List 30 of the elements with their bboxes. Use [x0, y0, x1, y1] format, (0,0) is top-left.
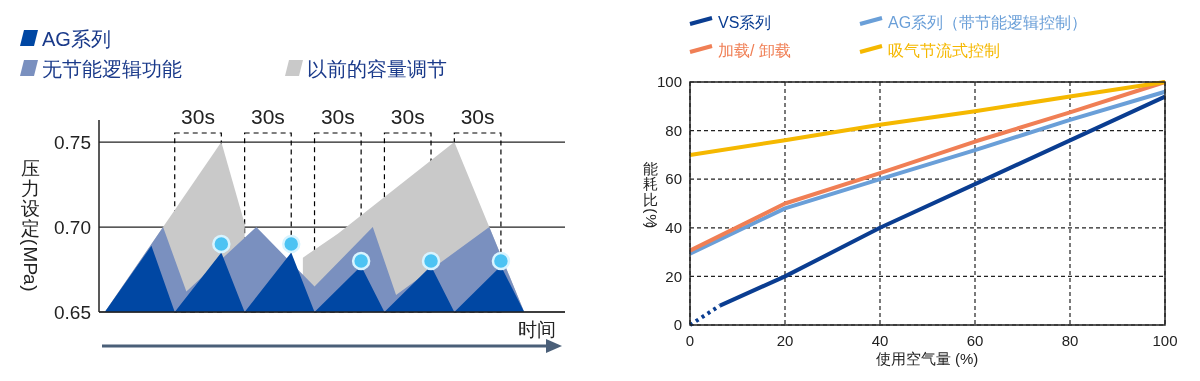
- y-tick-label: 100: [656, 73, 682, 91]
- x-tick-label: 100: [1152, 332, 1178, 349]
- x-axis-title: 时间: [518, 319, 556, 340]
- y-tick-label: 40: [665, 219, 682, 237]
- annotation: 30s: [460, 105, 495, 128]
- y-tick-label: 80: [665, 121, 682, 139]
- legend-label: 加载/ 卸载: [718, 42, 791, 59]
- annotation: 30s: [390, 105, 425, 128]
- legend-label: 吸气节流式控制: [888, 42, 1000, 59]
- legend-label: VS系列: [718, 14, 772, 31]
- y-tick-label: 0.65: [54, 301, 91, 323]
- x-tick-label: 0: [685, 332, 695, 349]
- x-tick-label: 60: [966, 332, 984, 349]
- text: 压力设定(MPa): [20, 158, 42, 292]
- x-tick-label: 80: [1061, 332, 1079, 349]
- x-tick-label: 40: [871, 332, 889, 349]
- y-tick-label: 60: [665, 170, 682, 188]
- annotation: 30s: [181, 105, 215, 128]
- x-axis-title: 使用空气量 (%): [875, 350, 979, 367]
- y-tick-label: 20: [665, 267, 682, 285]
- y-tick-label: 0.70: [54, 216, 91, 238]
- legend-label: AG系列: [42, 28, 111, 50]
- y-tick-label: 0: [673, 316, 682, 334]
- legend-label: AG系列（带节能逻辑控制）: [888, 14, 1088, 31]
- legend-label: 以前的容量调节: [307, 58, 447, 80]
- annotation: 30s: [320, 105, 355, 128]
- x-tick-label: 20: [776, 332, 794, 349]
- annotation: 30s: [251, 105, 285, 128]
- y-tick-label: 0.75: [54, 131, 91, 153]
- legend-label: 无节能逻辑功能: [42, 58, 182, 80]
